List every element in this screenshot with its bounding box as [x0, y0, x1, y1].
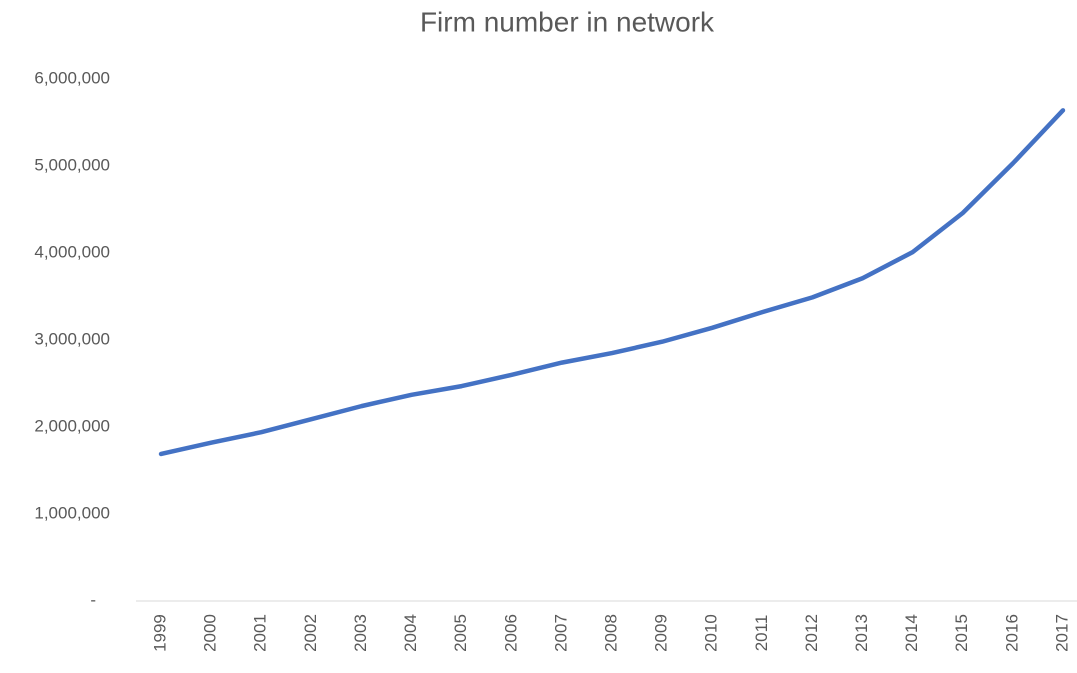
x-tick-label: 2003: [351, 614, 370, 652]
y-tick-label: 5,000,000: [34, 155, 110, 174]
y-tick-label: 2,000,000: [34, 416, 110, 435]
x-tick-label: 2012: [802, 614, 821, 652]
x-tick-label: 2007: [551, 614, 570, 652]
x-tick-label: 2009: [652, 614, 671, 652]
x-tick-label: 2014: [902, 614, 921, 652]
line: [158, 108, 1066, 457]
x-tick-label: 2006: [501, 614, 520, 652]
x-tick-label: 2001: [251, 614, 270, 652]
x-tick-label: 1999: [151, 614, 170, 652]
x-tick-label: 2015: [952, 614, 971, 652]
y-tick-label: 4,000,000: [34, 242, 110, 261]
x-tick-label: 2000: [201, 614, 220, 652]
x-tick-label: 2005: [451, 614, 470, 652]
y-tick-label: 6,000,000: [34, 68, 110, 87]
y-tick-label: 3,000,000: [34, 329, 110, 348]
x-tick-label: 2016: [1002, 614, 1021, 652]
x-tick-label: 2010: [702, 614, 721, 652]
x-tick-label: 2004: [401, 614, 420, 652]
x-tick-label: 2017: [1052, 614, 1071, 652]
x-tick-label: 2013: [852, 614, 871, 652]
y-tick-label: 1,000,000: [34, 503, 110, 522]
chart-title: Firm number in network: [420, 6, 715, 37]
x-tick-label: 2011: [752, 615, 771, 652]
y-tick-label: -: [90, 590, 96, 609]
x-tick-label: 2002: [301, 614, 320, 652]
x-tick-label: 2008: [601, 614, 620, 652]
